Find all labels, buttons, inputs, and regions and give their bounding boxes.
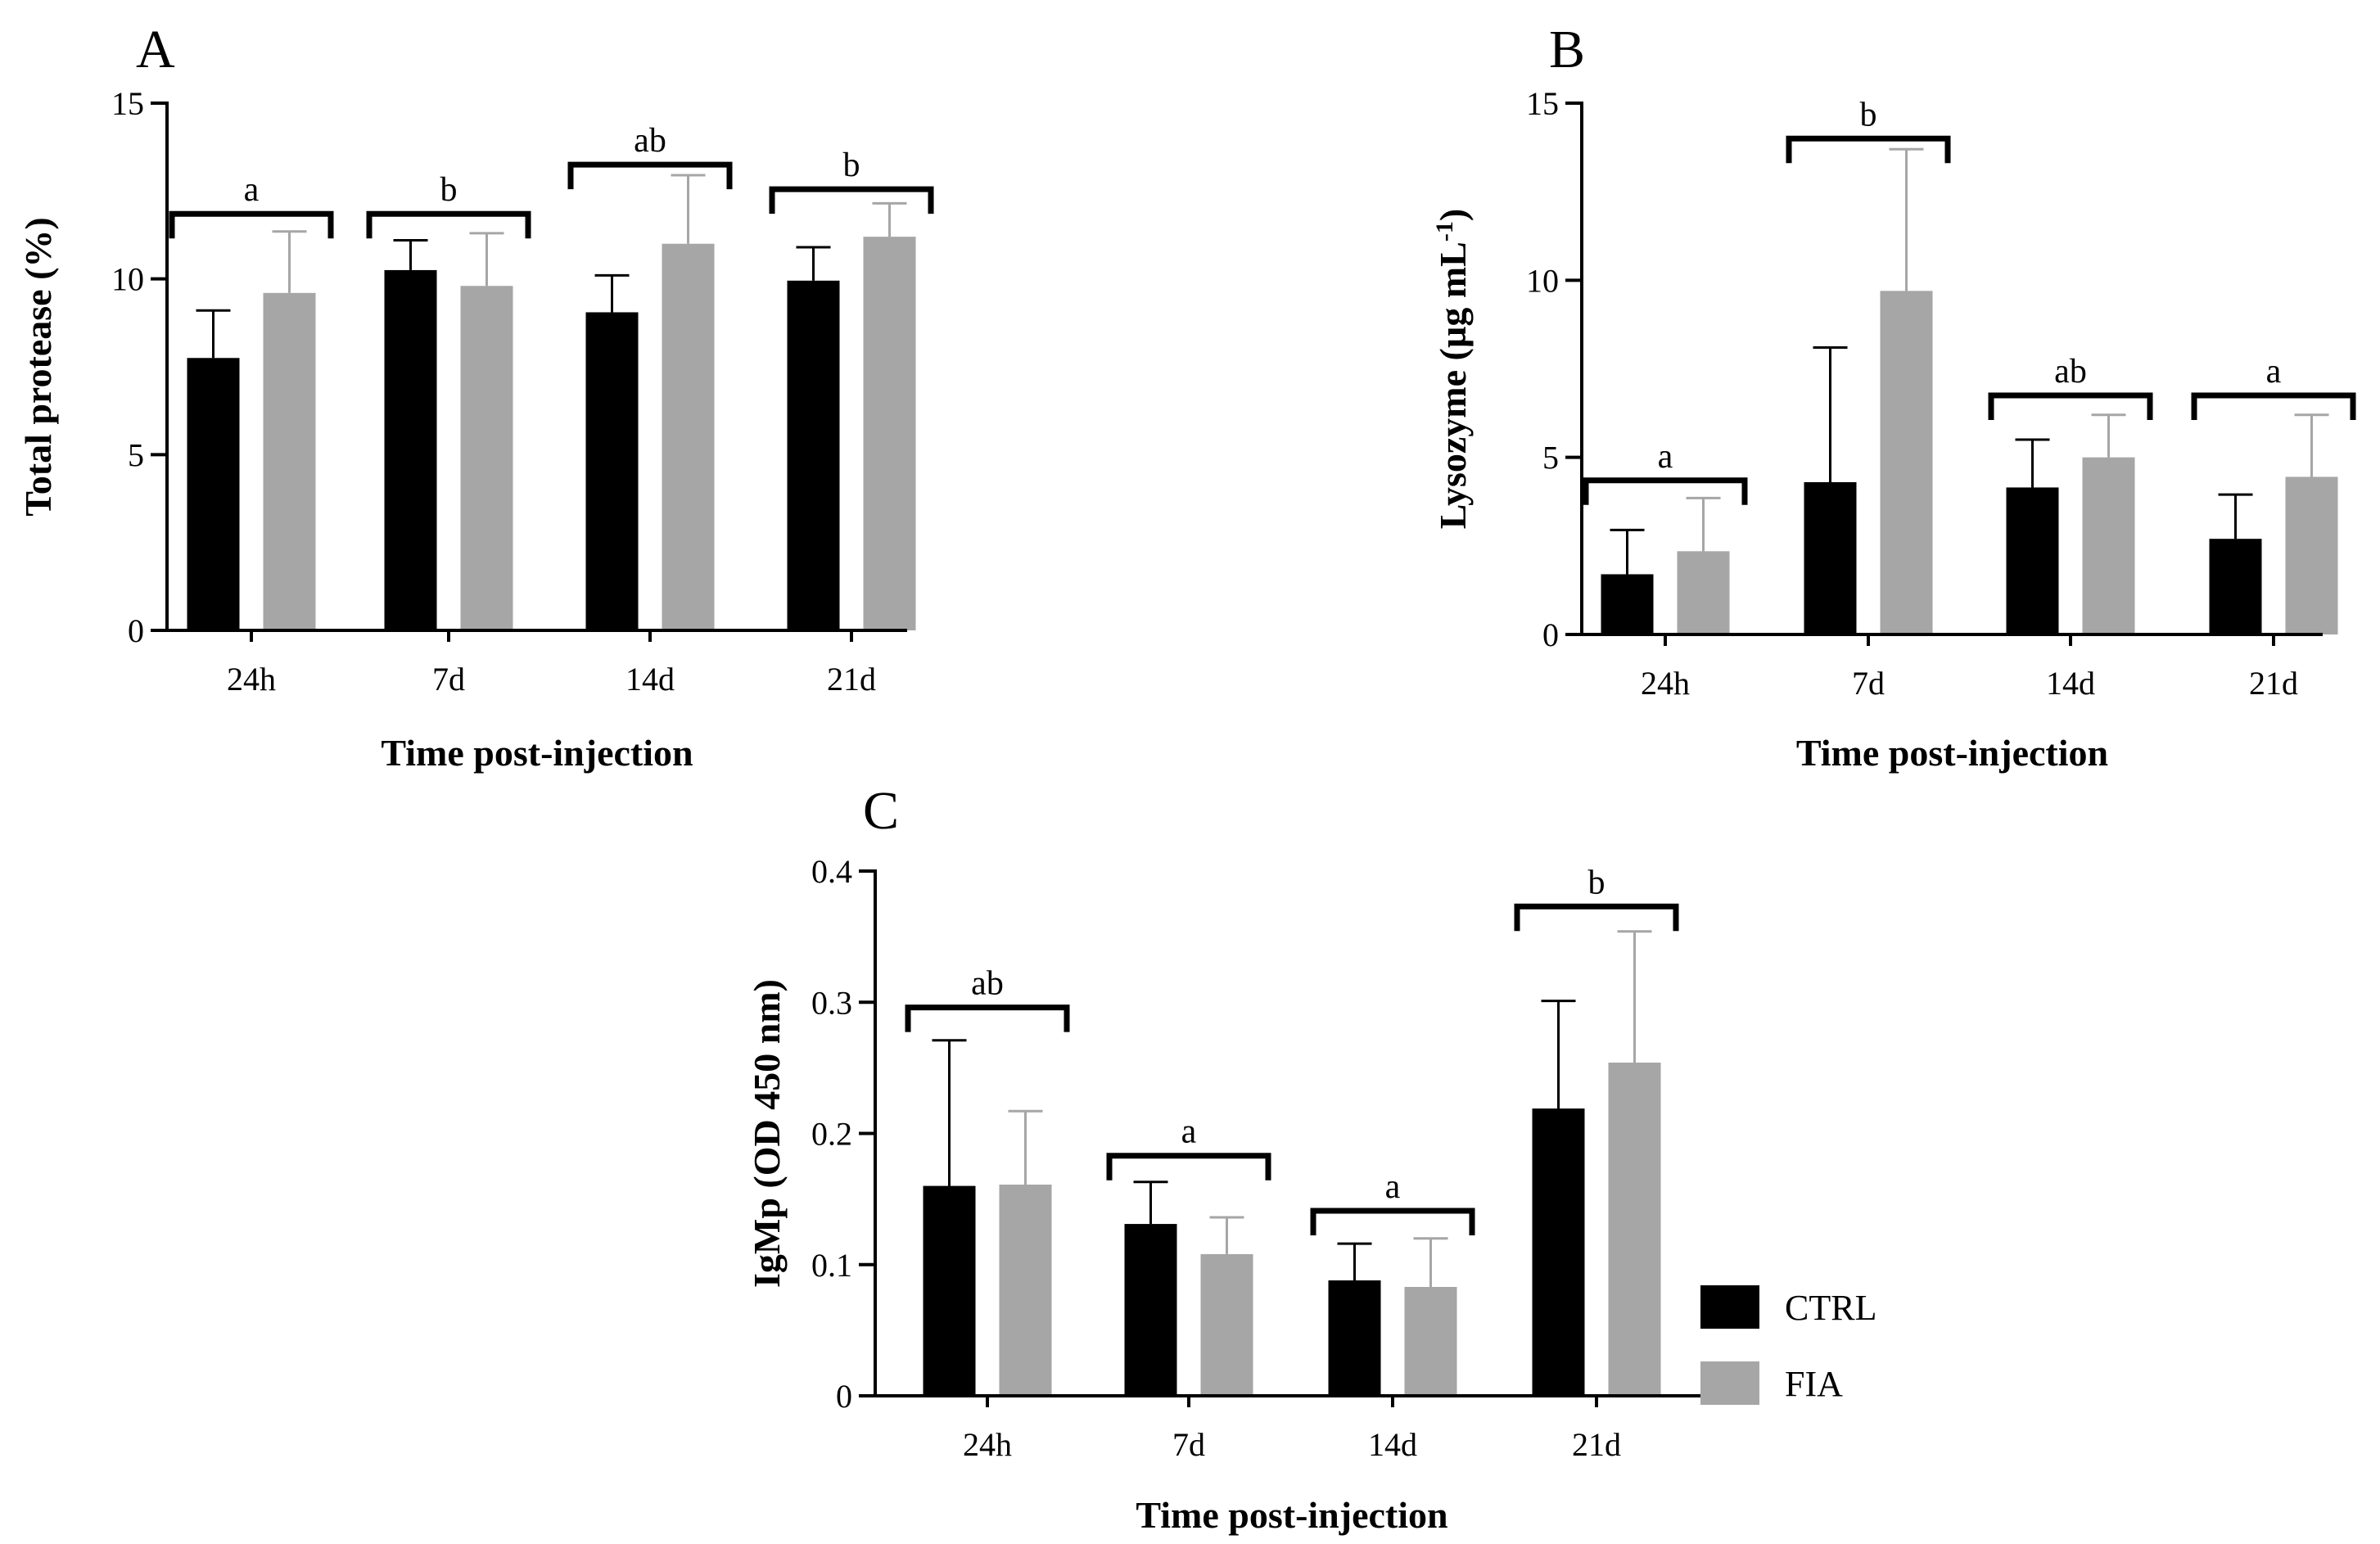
legend-label-ctrl: CTRL [1785,1288,1876,1328]
bar-ctrl-14d [585,312,639,630]
significance-label-14d: ab [2054,353,2087,391]
bar-ctrl-7d [384,269,437,630]
y-tick-label: 0.2 [811,1116,852,1153]
y-tick-label: 0.3 [811,984,852,1021]
bar-fia-24h [263,292,316,630]
bar-fia-14d [1404,1286,1457,1396]
bar-fia-24h [1677,551,1730,634]
y-tick-label: 0.4 [811,853,852,890]
y-axis-title: Lysozyme (µg mL-1) [1431,209,1474,529]
significance-label-21d: b [1588,864,1605,901]
bar-fia-14d [2082,457,2135,634]
bar-ctrl-21d [787,280,840,630]
significance-label-7d: b [1860,96,1877,133]
significance-bracket-21d [2191,392,2356,420]
y-axis-title: IgMp (OD 450 nm) [746,979,788,1288]
significance-bracket-24h [905,1005,1070,1032]
panel-letter: A [136,20,175,79]
x-axis-title: Time post-injection [1136,1494,1447,1536]
significance-label-24h: a [244,171,260,209]
bar-fia-7d [1200,1253,1253,1396]
bar-fia-14d [662,243,715,630]
significance-label-7d: a [1181,1113,1197,1151]
y-axis-title-superscript: -1 [1431,221,1458,242]
significance-bracket-7d [366,210,531,239]
y-tick-label: 0 [128,612,144,649]
significance-label-24h: a [1658,438,1673,476]
significance-bracket-14d [567,161,733,190]
x-tick-label-7d: 7d [432,661,465,698]
y-axis-title: Total protease (%) [17,217,59,516]
significance-bracket-7d [1786,135,1951,164]
bar-fia-7d [460,286,513,630]
legend: CTRL FIA [1700,1285,1876,1405]
y-axis-title-main: IgMp (OD 450 nm) [746,979,788,1288]
legend-swatch-fia [1700,1361,1759,1405]
x-tick-label-21d: 21d [827,661,876,698]
x-tick-label-14d: 14d [1368,1426,1417,1463]
y-axis-title-main: Lysozyme (µg mL [1432,242,1474,529]
significance-bracket-24h [169,210,334,239]
x-tick-label-7d: 7d [1852,665,1885,702]
y-tick-label: 15 [1526,85,1559,122]
bar-ctrl-14d [2006,487,2059,634]
y-tick-label: 5 [128,436,144,473]
bar-fia-21d [1608,1062,1661,1396]
bar-ctrl-7d [1124,1224,1177,1396]
panel-a: Aa 24h b 7d ab 14d b 21d 0 5 10 15 Time post-injecti… [17,20,934,774]
y-axis-title-main: Total protease (%) [17,217,59,516]
significance-bracket-14d [1988,392,2153,420]
x-tick-label-21d: 21d [1572,1426,1621,1463]
y-tick-label: 0.1 [811,1247,852,1284]
legend-label-fia: FIA [1785,1364,1843,1404]
bar-fia-21d [863,237,916,630]
bar-ctrl-21d [1532,1108,1585,1396]
y-tick-label: 15 [111,85,144,122]
x-tick-label-14d: 14d [2046,665,2095,702]
y-axis-title-suffix: ) [1432,209,1474,221]
significance-label-7d: b [440,171,458,209]
significance-bracket-24h [1583,477,1748,505]
y-tick-label: 10 [1526,262,1559,299]
significance-bracket-21d [769,186,934,214]
significance-label-14d: a [1385,1168,1401,1206]
significance-bracket-21d [1514,903,1679,932]
bar-ctrl-21d [2209,539,2262,634]
x-axis-title: Time post-injection [381,732,693,774]
panel-c: Cab 24h a 7d a 14d b 21d 0 0.1 0.2 0.3 0.4 Time post-… [746,781,1709,1536]
y-tick-label: 0 [836,1378,852,1415]
legend-swatch-ctrl [1700,1285,1759,1329]
significance-label-21d: a [2266,353,2282,391]
bar-fia-7d [1880,291,1933,634]
panel-b: Ba 24h b 7d ab 14d a 21d 0 5 10 15 Time post-injecti… [1431,20,2356,774]
y-tick-label: 10 [111,261,144,298]
x-tick-label-24h: 24h [1641,665,1690,702]
x-tick-label-24h: 24h [227,661,276,698]
y-tick-label: 0 [1542,616,1559,653]
bar-fia-24h [999,1184,1052,1396]
x-tick-label-21d: 21d [2249,665,2298,702]
bar-ctrl-24h [1601,574,1654,634]
panel-letter: B [1549,20,1585,79]
y-tick-label: 5 [1542,440,1559,476]
significance-label-14d: ab [634,122,666,160]
panel-letter: C [863,781,899,841]
bar-fia-21d [2285,476,2338,634]
significance-bracket-7d [1106,1153,1271,1181]
bar-ctrl-24h [923,1185,976,1396]
significance-label-21d: b [843,147,860,184]
bar-ctrl-7d [1804,481,1857,634]
x-axis-title: Time post-injection [1796,732,2108,774]
significance-label-24h: ab [971,965,1004,1003]
x-tick-label-24h: 24h [963,1426,1012,1463]
x-tick-label-14d: 14d [625,661,675,698]
x-tick-label-7d: 7d [1172,1426,1205,1463]
bar-ctrl-14d [1328,1280,1381,1396]
bar-ctrl-24h [187,358,240,630]
significance-bracket-14d [1310,1208,1475,1236]
